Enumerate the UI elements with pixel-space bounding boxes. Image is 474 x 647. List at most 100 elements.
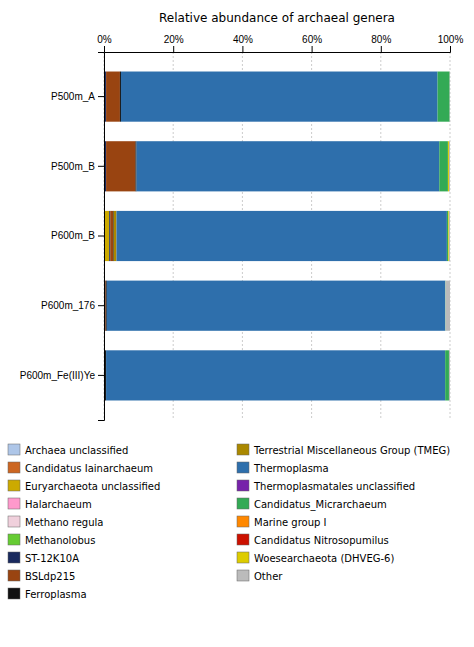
- bar-segment: [106, 281, 107, 331]
- legend-item: Candidatus_Micrarchaeum: [237, 498, 387, 511]
- bar-series: [438, 72, 450, 401]
- legend-item: Ferroplasma: [8, 588, 87, 600]
- y-tick-mark: [98, 236, 104, 237]
- bar-segment: [109, 211, 110, 261]
- bar-segment: [449, 72, 450, 122]
- bar-series: [448, 141, 449, 261]
- legend-label: Euryarchaeota unclassified: [25, 481, 160, 492]
- legend-item: Thermoplasmatales unclassified: [237, 480, 415, 492]
- x-axis-line: [105, 46, 451, 53]
- y-tick: P500m_B: [51, 161, 104, 172]
- x-axis: 0% 20% 40% 60% 80% 100%: [97, 34, 463, 53]
- bar-segment: [449, 211, 450, 261]
- bar-segment: [447, 141, 448, 191]
- bar-segment: [448, 211, 450, 261]
- legend-label: Marine group I: [254, 517, 327, 528]
- bar-segment: [449, 141, 450, 191]
- y-tick-label: P600m_B: [51, 230, 95, 241]
- x-tick-label: 40%: [233, 34, 253, 45]
- y-tick-mark: [98, 166, 104, 167]
- legend-swatch: [237, 480, 249, 491]
- x-tick: 20%: [164, 34, 184, 52]
- bar-segment: [448, 141, 449, 191]
- y-tick: P600m_176: [41, 300, 104, 311]
- y-tick-label: P500m_B: [51, 161, 95, 172]
- bar-segment: [116, 211, 446, 261]
- bar-segment: [449, 72, 450, 122]
- bar-segment: [107, 281, 445, 331]
- x-tick: 40%: [233, 34, 253, 52]
- bar-segment: [105, 72, 106, 122]
- y-tick: P500m_A: [51, 91, 104, 102]
- legend-swatch: [8, 480, 20, 491]
- bar-segment: [105, 350, 106, 400]
- y-tick: P600m_B: [51, 230, 104, 241]
- legend-swatch: [8, 462, 20, 473]
- legend-label: Terrestrial Miscellaneous Group (TMEG): [253, 445, 450, 456]
- x-tick-label: 20%: [164, 34, 184, 45]
- legend-label: Candidatus Iainarchaeum: [25, 463, 153, 474]
- legend-item: Marine group I: [237, 516, 327, 528]
- legend-item: Halarchaeum: [8, 498, 92, 510]
- bar-segment: [446, 211, 447, 261]
- legend-swatch: [8, 444, 20, 455]
- bar-segment: [106, 72, 120, 122]
- legend-item: Methano regula: [8, 516, 103, 528]
- legend: Archaea unclassified Candidatus Iainarcha…: [8, 444, 450, 600]
- legend-label: Archaea unclassified: [25, 445, 128, 456]
- bar-segment: [121, 72, 438, 122]
- legend-swatch: [8, 570, 20, 581]
- legend-item: Candidatus Iainarchaeum: [8, 462, 153, 474]
- legend-swatch: [237, 570, 249, 581]
- chart: 0% 20% 40% 60% 80% 100% P500m_A P500m_B P600m_B P…: [0, 0, 474, 647]
- x-tick: 60%: [302, 34, 322, 52]
- x-tick-mark: [173, 46, 174, 52]
- bar-segment: [109, 211, 110, 261]
- bar-series: [106, 72, 447, 401]
- x-tick-mark: [312, 46, 313, 52]
- legend-swatch: [237, 498, 249, 509]
- legend-item: Euryarchaeota unclassified: [8, 480, 160, 492]
- x-tick: 100%: [438, 34, 464, 52]
- legend-swatch: [237, 516, 249, 527]
- bar-segment: [448, 211, 449, 261]
- bar-segment: [106, 141, 135, 191]
- legend-label: Candidatus_Micrarchaeum: [254, 499, 387, 511]
- bar-segment: [448, 350, 449, 400]
- legend-item: Thermoplasma: [237, 462, 329, 474]
- x-tick-label: 80%: [371, 34, 391, 45]
- x-tick-label: 0%: [97, 34, 112, 45]
- legend-label: Thermoplasmatales unclassified: [253, 481, 415, 492]
- legend-label: Methano regula: [25, 517, 103, 528]
- legend-item: ST-12K10A: [8, 552, 79, 564]
- y-tick-mark: [98, 375, 104, 376]
- x-tick-label: 60%: [302, 34, 322, 45]
- bar-segment: [137, 141, 440, 191]
- bar-segment: [109, 211, 110, 261]
- x-axis-label: Relative abundance of archaeal genera: [159, 11, 395, 25]
- legend-label: Candidatus Nitrosopumilus: [254, 535, 389, 546]
- bar-series: [446, 72, 450, 401]
- bar-segment: [110, 211, 113, 261]
- legend-item: Terrestrial Miscellaneous Group (TMEG): [237, 444, 450, 456]
- bar-segment: [448, 350, 449, 400]
- legend-item: Archaea unclassified: [8, 444, 128, 456]
- legend-label: ST-12K10A: [25, 553, 79, 564]
- legend-item: Candidatus Nitrosopumilus: [237, 534, 389, 546]
- legend-swatch: [8, 534, 20, 545]
- y-tick-label: P600m_176: [41, 300, 95, 311]
- bar-segment: [449, 72, 450, 122]
- bar-segment: [448, 211, 449, 261]
- y-tick: P600m_Fe(III)Ye: [20, 370, 104, 381]
- legend-label: Other: [254, 571, 283, 582]
- legend-item: Other: [237, 570, 283, 582]
- legend-label: Thermoplasma: [253, 463, 329, 474]
- bar-segment: [447, 211, 448, 261]
- bar-segment: [438, 72, 450, 122]
- legend-swatch: [237, 462, 249, 473]
- bar-segment: [106, 350, 445, 400]
- legend-item: Methanolobus: [8, 534, 95, 546]
- bar-segment: [447, 141, 448, 191]
- y-tick-label: P500m_A: [51, 91, 95, 102]
- bar-segment: [439, 141, 448, 191]
